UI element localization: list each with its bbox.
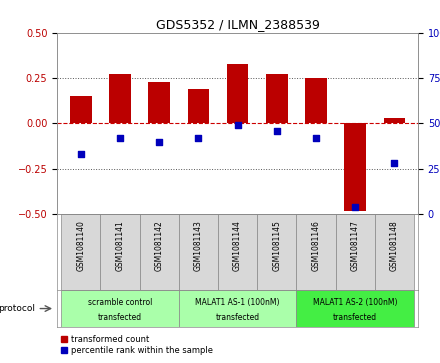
Text: GSM1081144: GSM1081144	[233, 220, 242, 271]
Point	[391, 160, 398, 166]
Point	[77, 151, 84, 157]
Bar	[345, 123, 366, 211]
Bar	[61, 290, 179, 327]
Point	[195, 135, 202, 141]
Bar	[187, 89, 209, 123]
Bar	[227, 64, 249, 123]
Bar	[109, 74, 131, 123]
Bar	[305, 78, 327, 123]
Text: GSM1081147: GSM1081147	[351, 220, 360, 271]
Text: transfected: transfected	[98, 313, 142, 322]
Bar	[384, 118, 405, 123]
Bar	[257, 214, 297, 290]
Text: GSM1081148: GSM1081148	[390, 220, 399, 271]
Title: GDS5352 / ILMN_2388539: GDS5352 / ILMN_2388539	[156, 19, 319, 32]
Text: protocol: protocol	[0, 304, 35, 313]
Text: MALAT1 AS-1 (100nM): MALAT1 AS-1 (100nM)	[195, 298, 280, 306]
Bar	[218, 214, 257, 290]
Bar	[375, 214, 414, 290]
Text: transfected: transfected	[333, 313, 378, 322]
Text: transfected: transfected	[216, 313, 260, 322]
Bar	[179, 214, 218, 290]
Point	[273, 128, 280, 134]
Bar	[100, 214, 139, 290]
Point	[234, 122, 241, 128]
Bar	[179, 290, 297, 327]
Text: GSM1081146: GSM1081146	[312, 220, 320, 271]
Text: GSM1081142: GSM1081142	[155, 220, 164, 271]
Bar	[297, 214, 336, 290]
Point	[156, 139, 163, 144]
Text: GSM1081145: GSM1081145	[272, 220, 281, 271]
Text: GSM1081143: GSM1081143	[194, 220, 203, 271]
Legend: transformed count, percentile rank within the sample: transformed count, percentile rank withi…	[61, 335, 213, 355]
Point	[117, 135, 124, 141]
Bar	[148, 82, 170, 123]
Bar	[297, 290, 414, 327]
Bar	[70, 96, 92, 123]
Point	[352, 204, 359, 210]
Text: GSM1081140: GSM1081140	[76, 220, 85, 271]
Text: MALAT1 AS-2 (100nM): MALAT1 AS-2 (100nM)	[313, 298, 397, 306]
Bar	[336, 214, 375, 290]
Bar	[139, 214, 179, 290]
Text: scramble control: scramble control	[88, 298, 152, 306]
Point	[312, 135, 319, 141]
Bar	[266, 74, 288, 123]
Bar	[61, 214, 100, 290]
Text: GSM1081141: GSM1081141	[115, 220, 125, 271]
